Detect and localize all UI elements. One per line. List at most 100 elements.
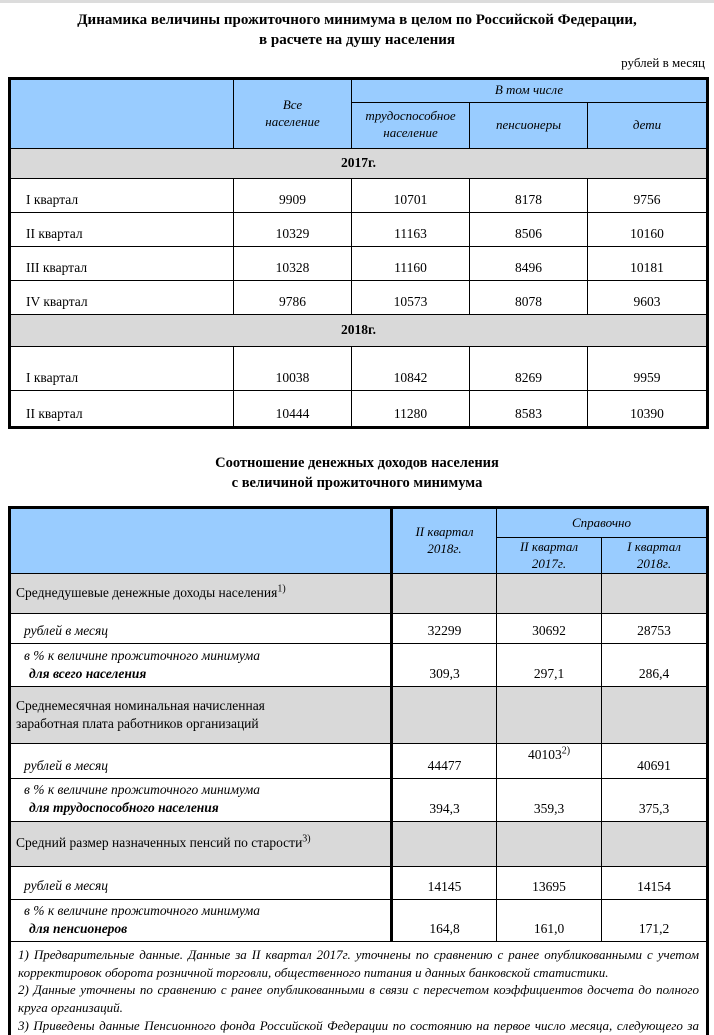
value-cell: 13695 bbox=[496, 865, 602, 900]
value-cell: 9786 bbox=[233, 279, 352, 315]
rub-per-month-label: рублей в месяц bbox=[9, 865, 393, 900]
value-cell: 10701 bbox=[351, 177, 470, 213]
value-cell: 14145 bbox=[391, 865, 497, 900]
col-header-workable: трудоспособное население bbox=[351, 101, 470, 149]
table-row: рублей в месяц 32299 30692 28753 bbox=[9, 613, 708, 645]
pct-label-line2: для пенсионеров bbox=[29, 920, 128, 936]
value-cell: 401032) bbox=[496, 743, 602, 780]
quarter-label: II квартал bbox=[9, 211, 234, 247]
value-cell: 10444 bbox=[233, 389, 352, 428]
value-cell: 32299 bbox=[391, 613, 497, 645]
section-header-text: Среднедушевые денежные доходы населения bbox=[16, 585, 278, 601]
footnote-3: 3) Приведены данные Пенсионного фонда Ро… bbox=[18, 1017, 699, 1033]
second-title: Соотношение денежных доходов населения с… bbox=[0, 453, 714, 494]
page-top-edge bbox=[0, 0, 714, 3]
pct-of-minimum-label: в % к величине прожиточного минимума для… bbox=[9, 778, 393, 822]
value-cell: 28753 bbox=[601, 613, 708, 645]
units-label: рублей в месяц bbox=[621, 54, 705, 70]
empty-cell bbox=[601, 573, 708, 615]
pct-label-line1: в % к величине прожиточного минимума bbox=[24, 902, 261, 918]
table-row: в % к величине прожиточного минимума для… bbox=[9, 643, 708, 688]
value-cell: 14154 bbox=[601, 865, 708, 900]
table-row: рублей в месяц 44477 401032) 40691 bbox=[9, 743, 708, 780]
value-cell: 11280 bbox=[351, 389, 470, 428]
ratio-table: II квартал 2018г. Справочно II квартал 2… bbox=[8, 506, 709, 1035]
empty-cell bbox=[496, 686, 602, 745]
value-cell: 9756 bbox=[586, 177, 709, 213]
value-cell: 10328 bbox=[233, 245, 352, 281]
value-cell: 394,3 bbox=[391, 778, 497, 822]
table-row: I квартал 10038 10842 8269 9959 bbox=[9, 345, 709, 391]
quarter-label: IV квартал bbox=[9, 279, 234, 315]
empty-cell bbox=[601, 820, 708, 867]
col-header-reference: Справочно bbox=[496, 507, 708, 539]
empty-cell bbox=[391, 573, 497, 615]
footnotes: 1) Предварительные данные. Данные за II … bbox=[9, 940, 708, 1035]
col-header-ref-q1-2018: I квартал 2018г. bbox=[601, 537, 708, 575]
col-header-ref-q2-2017: II квартал 2017г. bbox=[496, 537, 602, 575]
doc-title-line1: Динамика величины прожиточного минимума … bbox=[77, 12, 637, 28]
section-row: Среднемесячная номинальная начисленная з… bbox=[9, 686, 708, 745]
dynamics-table: Все население В том числе трудоспособное… bbox=[8, 76, 710, 429]
value-cell: 8078 bbox=[469, 279, 588, 315]
footnote-marker: 2) bbox=[561, 745, 571, 757]
col-header-all-population: Все население bbox=[233, 77, 352, 149]
table-row: в % к величине прожиточного минимума для… bbox=[9, 898, 708, 942]
value-cell: 40691 bbox=[601, 743, 708, 780]
value-cell: 9909 bbox=[233, 177, 352, 213]
value-cell: 8583 bbox=[469, 389, 588, 428]
empty-cell bbox=[391, 686, 497, 745]
quarter-label: III квартал bbox=[9, 245, 234, 281]
value-cell: 164,8 bbox=[391, 898, 497, 942]
value-cell: 10038 bbox=[233, 345, 352, 391]
footnote-marker: 3) bbox=[302, 833, 311, 845]
table-row: II квартал 10444 11280 8583 10390 bbox=[9, 389, 709, 428]
value-cell: 9959 bbox=[586, 345, 709, 391]
empty-cell bbox=[601, 686, 708, 745]
col-header-including: В том числе bbox=[350, 77, 709, 103]
value-cell: 8178 bbox=[469, 177, 588, 213]
quarter-label: I квартал bbox=[9, 177, 234, 213]
second-title-line1: Соотношение денежных доходов населения bbox=[215, 454, 499, 471]
footnote-1: 1) Предварительные данные. Данные за II … bbox=[18, 946, 699, 980]
footnote-marker: 1) bbox=[277, 583, 286, 595]
table-row: рублей в месяц 14145 13695 14154 bbox=[9, 865, 708, 900]
quarter-label: II квартал bbox=[9, 389, 234, 428]
pct-of-minimum-label: в % к величине прожиточного минимума для… bbox=[9, 643, 393, 688]
value-cell: 30692 bbox=[496, 613, 602, 645]
value-text: 40103 bbox=[527, 747, 562, 763]
value-cell: 8506 bbox=[469, 211, 588, 247]
value-cell: 10390 bbox=[586, 389, 709, 428]
table-row: IV квартал 9786 10573 8078 9603 bbox=[9, 279, 709, 315]
value-cell: 171,2 bbox=[601, 898, 708, 942]
value-cell: 10160 bbox=[586, 211, 709, 247]
value-cell: 44477 bbox=[391, 743, 497, 780]
pct-label-line2: для всего населения bbox=[29, 665, 147, 681]
col-header-children: дети bbox=[586, 101, 709, 149]
col-header-current-quarter: II квартал 2018г. bbox=[391, 507, 497, 575]
value-cell: 375,3 bbox=[601, 778, 708, 822]
year-band-2018: 2018г. bbox=[8, 313, 709, 347]
table-row: I квартал 9909 10701 8178 9756 bbox=[9, 177, 709, 213]
value-cell: 297,1 bbox=[496, 643, 602, 688]
value-cell: 359,3 bbox=[496, 778, 602, 822]
corner-cell bbox=[9, 77, 234, 149]
section-header-incomes: Среднедушевые денежные доходы населения1… bbox=[9, 573, 393, 615]
empty-cell bbox=[496, 573, 602, 615]
table-row: III квартал 10328 11160 8496 10181 bbox=[9, 245, 709, 281]
value-cell: 10329 bbox=[233, 211, 352, 247]
value-cell: 10573 bbox=[351, 279, 470, 315]
value-cell: 286,4 bbox=[601, 643, 708, 688]
section-header-text: Средний размер назначенных пенсий по ста… bbox=[16, 835, 303, 851]
empty-cell bbox=[391, 820, 497, 867]
section-header-wages: Среднемесячная номинальная начисленная з… bbox=[9, 686, 393, 745]
section-header-text: Среднемесячная номинальная начисленная з… bbox=[16, 697, 265, 732]
pct-of-minimum-label: в % к величине прожиточного минимума для… bbox=[9, 898, 393, 942]
rub-per-month-label: рублей в месяц bbox=[9, 743, 393, 780]
value-cell: 11163 bbox=[351, 211, 470, 247]
pct-label-line1: в % к величине прожиточного минимума bbox=[24, 647, 261, 663]
year-band-2017: 2017г. bbox=[8, 147, 709, 179]
value-cell: 161,0 bbox=[496, 898, 602, 942]
section-row: Среднедушевые денежные доходы населения1… bbox=[9, 573, 708, 615]
